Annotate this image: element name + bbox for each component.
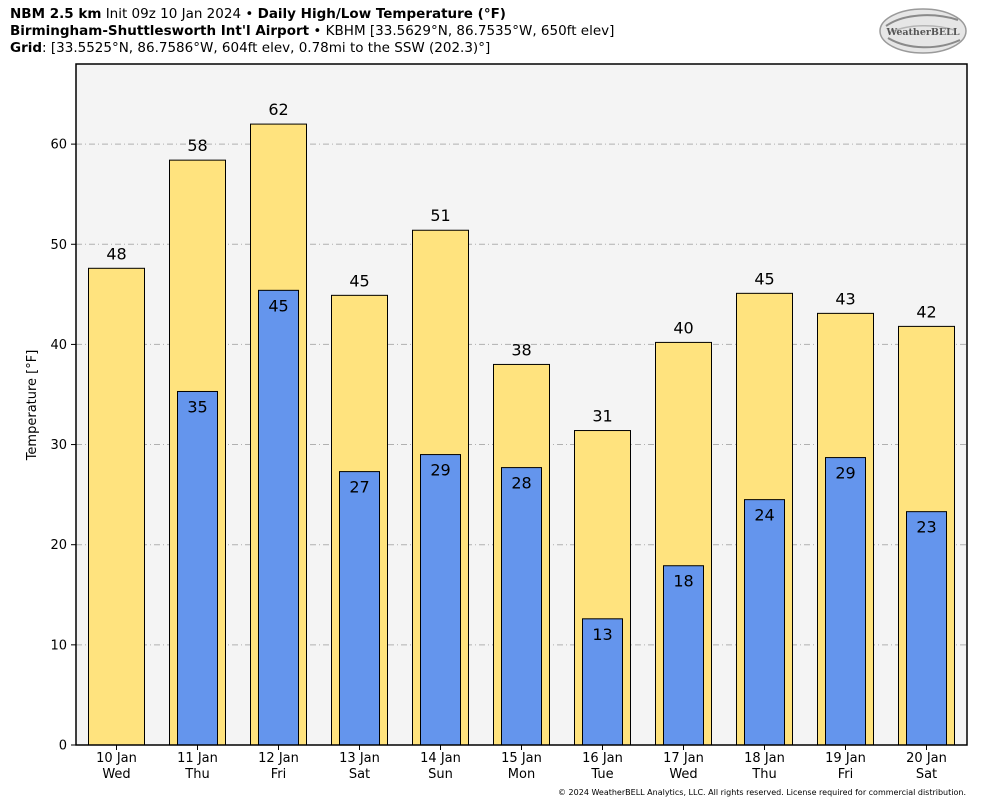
- high-temp-label: 48: [106, 244, 126, 263]
- station-info: KBHM [33.5629°N, 86.7535°W, 650ft elev]: [325, 23, 615, 39]
- low-temp-label: 29: [430, 461, 450, 480]
- x-tick-day: Thu: [184, 767, 209, 782]
- low-temp-bar: [258, 289, 299, 746]
- x-tick-date: 12 Jan: [258, 751, 299, 766]
- low-temp-label: 28: [511, 474, 531, 493]
- y-tick-label: 40: [50, 338, 67, 353]
- x-tick-day: Sat: [349, 767, 370, 782]
- chart-title: Daily High/Low Temperature (°F): [257, 6, 506, 22]
- low-temp-label: 45: [268, 296, 288, 315]
- low-temp-label: 24: [754, 506, 774, 525]
- high-temp-label: 40: [673, 318, 693, 337]
- header-line-3: Grid: [33.5525°N, 86.7586°W, 604ft elev,…: [10, 40, 490, 56]
- logo-text: WeatherBELL: [885, 27, 959, 38]
- low-temp-bar: [177, 390, 218, 746]
- high-temp-label: 45: [754, 269, 774, 288]
- separator-dot: •: [313, 23, 322, 39]
- copyright-notice: © 2024 WeatherBELL Analytics, LLC. All r…: [558, 788, 966, 797]
- y-tick-label: 20: [50, 538, 67, 553]
- y-tick-label: 30: [50, 438, 67, 453]
- high-temp-label: 38: [511, 340, 531, 359]
- high-temp-label: 31: [592, 407, 612, 426]
- low-temp-label: 13: [592, 625, 612, 644]
- header-line-2: Birmingham-Shuttlesworth Int'l Airport •…: [10, 23, 614, 39]
- x-tick-date: 15 Jan: [501, 751, 542, 766]
- init-time: Init 09z 10 Jan 2024: [105, 6, 242, 22]
- weatherbell-logo: WeatherBELL: [879, 8, 967, 54]
- low-temp-bar: [582, 618, 623, 746]
- x-tick-date: 10 Jan: [96, 751, 137, 766]
- x-tick-day: Wed: [669, 767, 697, 782]
- high-temp-label: 58: [187, 136, 207, 155]
- separator-dot: •: [245, 6, 254, 22]
- model-name: NBM 2.5 km: [10, 6, 102, 22]
- high-temp-label: 51: [430, 206, 450, 225]
- low-temp-label: 35: [187, 397, 207, 416]
- high-temp-label: 45: [349, 271, 369, 290]
- high-temp-label: 43: [835, 289, 855, 308]
- low-temp-label: 18: [673, 572, 693, 591]
- bars: [88, 123, 955, 746]
- low-temp-bar: [906, 511, 947, 746]
- low-temp-bar: [663, 565, 704, 746]
- y-tick-label: 0: [59, 739, 67, 754]
- low-temp-bar: [501, 467, 542, 746]
- y-tick-label: 60: [50, 138, 67, 153]
- x-tick-date: 16 Jan: [582, 751, 623, 766]
- x-tick-day: Fri: [271, 767, 287, 782]
- high-temp-label: 62: [268, 100, 288, 119]
- grid-label: Grid: [10, 40, 43, 56]
- x-tick-day: Tue: [590, 767, 613, 782]
- x-tick-date: 20 Jan: [906, 751, 947, 766]
- x-tick-day: Thu: [751, 767, 776, 782]
- low-temp-label: 23: [916, 518, 936, 537]
- y-tick-label: 50: [50, 238, 67, 253]
- low-temp-label: 29: [835, 464, 855, 483]
- x-tick-date: 17 Jan: [663, 751, 704, 766]
- low-temp-bar: [339, 471, 380, 746]
- y-axis-label: Temperature [°F]: [25, 350, 40, 462]
- x-tick-day: Mon: [508, 767, 535, 782]
- x-tick-date: 19 Jan: [825, 751, 866, 766]
- x-tick-day: Sun: [428, 767, 453, 782]
- header-line-1: NBM 2.5 km Init 09z 10 Jan 2024 • Daily …: [10, 6, 506, 22]
- high-temp-label: 42: [916, 302, 936, 321]
- y-axis: 0 10 20 30 40 50 60: [50, 138, 76, 754]
- data-labels: 48 58 35 62 45 45 27 51 29 38 28 31 13 40 18 45 24 43 29 42…: [106, 100, 936, 644]
- station-name: Birmingham-Shuttlesworth Int'l Airport: [10, 23, 310, 39]
- low-temp-label: 27: [349, 478, 369, 497]
- x-tick-date: 14 Jan: [420, 751, 461, 766]
- x-tick-date: 11 Jan: [177, 751, 218, 766]
- low-temp-bar: [420, 454, 461, 746]
- x-tick-day: Sat: [916, 767, 937, 782]
- low-temp-bar: [744, 499, 785, 746]
- x-tick-day: Fri: [838, 767, 854, 782]
- x-tick-day: Wed: [102, 767, 130, 782]
- grid-info: : [33.5525°N, 86.7586°W, 604ft elev, 0.7…: [42, 40, 491, 56]
- x-tick-date: 18 Jan: [744, 751, 785, 766]
- x-tick-date: 13 Jan: [339, 751, 380, 766]
- low-temp-bar: [825, 457, 866, 746]
- y-tick-label: 10: [50, 638, 67, 653]
- high-temp-bar: [88, 267, 145, 746]
